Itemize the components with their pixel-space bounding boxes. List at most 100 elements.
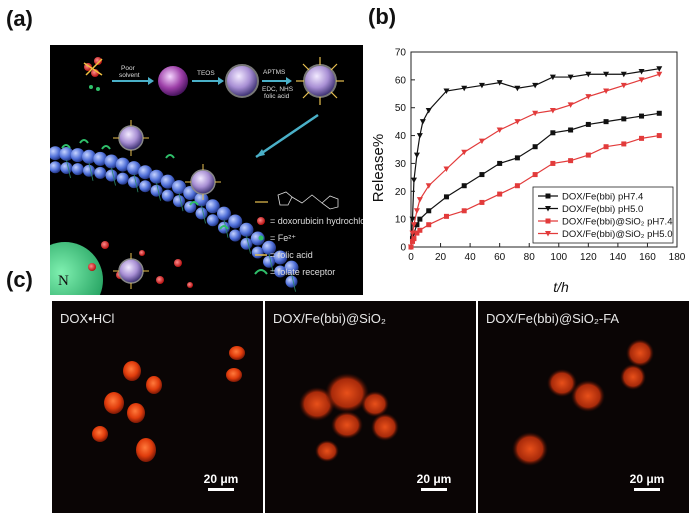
lipid-head: [262, 240, 276, 255]
lipid-head: [284, 260, 299, 275]
legend-fe: = Fe²⁺: [270, 233, 296, 243]
lipid-head: [240, 237, 253, 250]
cell-image: [512, 339, 654, 466]
data-point: [568, 127, 574, 133]
data-point: [497, 160, 503, 166]
data-point: [478, 138, 485, 145]
data-point: [409, 230, 416, 237]
x-tick-label: 160: [639, 252, 656, 263]
data-point: [425, 108, 432, 114]
lipid-head: [93, 151, 108, 166]
cell-image: [299, 373, 399, 462]
lipid-head: [104, 154, 119, 169]
lipid-tail: [268, 253, 274, 272]
data-point: [417, 216, 423, 222]
lipid-head: [251, 246, 264, 259]
y-tick-label: 20: [395, 187, 407, 198]
y-tick-label: 60: [395, 75, 407, 86]
micrograph-title: DOX/Fe(bbi)@SiO₂-FA: [486, 311, 620, 326]
legend-entry: DOX/Fe(bbi)@SiO₂ pH7.4: [562, 217, 672, 228]
data-point: [603, 88, 610, 94]
data-point: [567, 102, 574, 108]
core-particle: [158, 66, 188, 96]
schematic-legend: = doxorubicin hydrochloride = Fe²⁺ = fol…: [254, 191, 363, 277]
lipid-tail: [66, 159, 71, 179]
data-point: [603, 144, 609, 150]
data-point: [638, 77, 645, 83]
lipid-head: [239, 222, 254, 237]
lipid-tail: [246, 235, 251, 254]
data-point: [567, 74, 574, 81]
micrograph-dox-fe-sio2-fa: DOX/Fe(bbi)@SiO₂-FA 20 μm: [478, 301, 689, 513]
data-point: [514, 85, 521, 92]
lipid-tail: [133, 174, 139, 193]
lipid-head: [274, 265, 287, 278]
legend-entry: DOX/Fe(bbi) pH5.0: [562, 204, 643, 215]
data-point: [532, 110, 539, 117]
data-point: [656, 133, 662, 139]
data-point: [656, 71, 663, 78]
data-point: [419, 119, 426, 125]
legend-entry: DOX/Fe(bbi)@SiO₂ pH5.0: [562, 229, 672, 240]
data-point: [409, 238, 415, 244]
series-4: [408, 71, 663, 250]
nucleus-label: N: [58, 273, 69, 289]
release-chart-svg: 0 20 40 60 80 100 120 140 160 180010203040506070 …: [370, 48, 686, 296]
red-dot-icon: [257, 217, 265, 225]
data-point: [461, 208, 467, 214]
data-point: [413, 208, 420, 214]
lipid-head: [150, 184, 163, 197]
data-point: [461, 85, 468, 92]
lipid-head: [139, 180, 152, 193]
silica-coated-particle: [225, 64, 259, 98]
panel-label-c: (c): [6, 267, 33, 292]
data-point: [426, 222, 432, 228]
data-point: [478, 82, 485, 89]
lipid-head: [194, 192, 209, 207]
data-point: [410, 222, 417, 228]
lipid-head: [115, 157, 130, 172]
data-point: [550, 160, 556, 166]
lipid-head: [217, 206, 231, 221]
y-axis-label: Release%: [370, 134, 387, 202]
data-point: [514, 155, 520, 161]
data-point: [568, 158, 574, 164]
lipid-tail: [156, 182, 161, 201]
legend-receptor: = folate receptor: [270, 267, 335, 277]
data-point: [585, 71, 592, 78]
lipid-head: [285, 275, 298, 288]
folate-receptors: [61, 139, 229, 230]
data-point: [414, 230, 420, 236]
micrograph-title: DOX•HCl: [60, 311, 115, 326]
lipid-head: [83, 164, 95, 177]
data-point: [585, 152, 591, 158]
scale-bar-label: 20 μm: [416, 472, 452, 486]
drug-cluster: [83, 57, 103, 91]
lipid-head: [160, 174, 175, 189]
lipid-tail: [291, 273, 296, 292]
lipid-head: [50, 146, 63, 161]
x-tick-label: 140: [610, 252, 627, 263]
data-point: [414, 222, 420, 228]
data-point: [621, 141, 627, 147]
scale-bar-label: 20 μm: [203, 472, 239, 486]
data-point: [514, 119, 521, 125]
lipid-head: [127, 161, 141, 176]
lipid-head: [206, 214, 219, 227]
x-tick-label: 100: [550, 252, 567, 263]
data-point: [620, 82, 627, 89]
lipid-head: [218, 221, 230, 234]
data-point: [413, 152, 420, 159]
schematic-panel: Poor solvent TEOS APTMS EDC, NHS folic a…: [50, 45, 363, 295]
data-point: [461, 149, 468, 156]
micrograph-dox-hcl: DOX•HCl 20 μm: [52, 301, 263, 513]
data-point: [496, 80, 503, 86]
data-point: [443, 194, 449, 200]
lipid-tail: [201, 205, 206, 224]
data-point: [461, 183, 467, 189]
lipid-head: [172, 180, 186, 195]
lipid-head: [195, 207, 208, 220]
step2-label: TEOS: [197, 70, 215, 77]
step1-line2: solvent: [119, 72, 140, 79]
data-point: [425, 183, 432, 189]
